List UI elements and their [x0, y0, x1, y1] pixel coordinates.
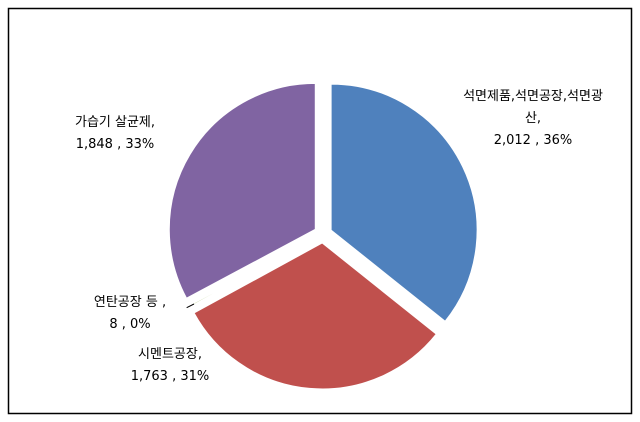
slice-category: 연탄공장 등 ,: [93, 295, 167, 310]
leader-line: [186, 303, 195, 309]
slice-category: 가습기 살균제,: [74, 115, 156, 130]
slice-value-label: 1,763 , 31%: [130, 369, 210, 384]
slice-category: 석면제품,석면공장,석면광산,: [463, 89, 603, 126]
pie-slice: [168, 82, 316, 299]
slice-value-label: 2,012 , 36%: [493, 133, 573, 148]
slice-label: 시멘트공장, 1,763 , 31%: [100, 344, 240, 388]
slice-value-label: 1,848 , 33%: [75, 137, 155, 152]
slice-value-label: 8 , 0%: [109, 317, 151, 332]
slice-label: 가습기 살균제, 1,848 , 33%: [40, 112, 190, 156]
pie-slice: [193, 242, 437, 390]
slice-label: 연탄공장 등 , 8 , 0%: [60, 292, 200, 336]
slice-label: 석면제품,석면공장,석면광산, 2,012 , 36%: [458, 86, 608, 152]
pie-slice: [330, 83, 478, 322]
slice-category: 시멘트공장,: [138, 347, 202, 362]
